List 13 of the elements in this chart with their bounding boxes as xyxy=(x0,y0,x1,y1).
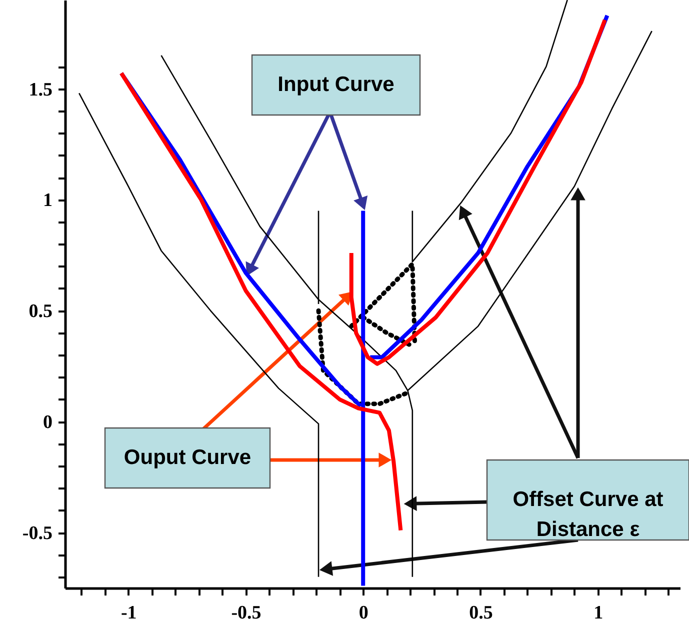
y-tick-label: 0.5 xyxy=(28,301,52,322)
annotation: Input Curve xyxy=(278,73,394,96)
annotation: Ouput Curve xyxy=(124,446,252,469)
x-tick-label: 0 xyxy=(358,602,368,624)
y-tick-label: -0.5 xyxy=(22,523,52,544)
x-tick-label: 1 xyxy=(594,602,604,624)
x-tick-label: -0.5 xyxy=(231,602,262,624)
annotation: Offset Curve at Distance ε xyxy=(512,488,664,541)
x-tick-label: 0.5 xyxy=(469,602,493,624)
y-tick-label: 1.5 xyxy=(28,79,52,100)
y-tick-label: 0 xyxy=(43,412,52,434)
y-tick-label: 1 xyxy=(43,190,52,212)
x-tick-label: -1 xyxy=(120,602,137,624)
